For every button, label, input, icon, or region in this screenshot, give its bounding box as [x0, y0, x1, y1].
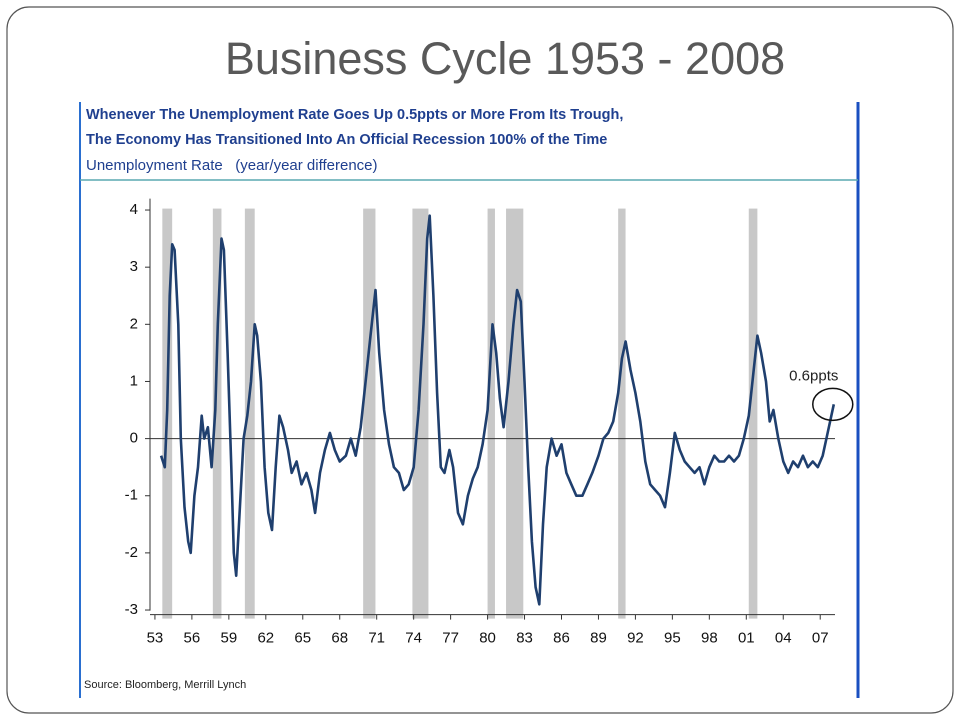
x-tick-label: 04	[775, 630, 792, 647]
x-tick-label: 80	[479, 630, 496, 647]
chart-title: The Economy Has Transitioned Into An Off…	[86, 132, 607, 148]
recession-band	[506, 208, 524, 619]
x-tick-label: 83	[516, 630, 533, 647]
annotation-text: 0.6ppts	[789, 367, 838, 384]
recession-band	[487, 208, 495, 619]
y-tick-label: 1	[130, 372, 138, 389]
chart-panel	[80, 102, 860, 698]
recession-band	[618, 208, 626, 619]
x-tick-label: 89	[590, 630, 607, 647]
y-tick-label: 2	[130, 315, 138, 332]
slide-title: Business Cycle 1953 - 2008	[225, 33, 785, 84]
x-tick-label: 95	[664, 630, 681, 647]
source-note: Source: Bloomberg, Merrill Lynch	[84, 679, 246, 691]
x-tick-label: 53	[147, 630, 164, 647]
y-tick-label: -3	[125, 601, 138, 618]
x-tick-label: 65	[294, 630, 311, 647]
x-tick-label: 07	[812, 630, 829, 647]
x-tick-label: 71	[368, 630, 385, 647]
recession-band	[363, 208, 376, 619]
y-tick-label: -1	[125, 487, 138, 504]
data-line	[159, 214, 836, 606]
recession-band	[748, 208, 758, 619]
x-tick-label: 98	[701, 630, 718, 647]
x-tick-label: 01	[738, 630, 755, 647]
x-tick-label: 74	[405, 630, 422, 647]
annotation-circle	[812, 387, 854, 422]
x-tick-label: 86	[553, 630, 570, 647]
y-tick-label: 3	[130, 258, 138, 275]
x-tick-label: 68	[331, 630, 348, 647]
x-tick-label: 62	[257, 630, 274, 647]
x-tick-label: 59	[221, 630, 238, 647]
y-tick-label: 4	[130, 201, 138, 218]
x-tick-label: 56	[184, 630, 201, 647]
x-tick-label: 92	[627, 630, 644, 647]
recession-band	[244, 208, 255, 619]
y-tick-label: 0	[130, 430, 138, 447]
y-axis-label: Unemployment Rate (year/year difference)	[86, 157, 378, 174]
y-tick-label: -2	[125, 544, 138, 561]
chart-title: Whenever The Unemployment Rate Goes Up 0…	[86, 107, 623, 123]
x-tick-label: 77	[442, 630, 459, 647]
recession-band	[212, 208, 222, 619]
